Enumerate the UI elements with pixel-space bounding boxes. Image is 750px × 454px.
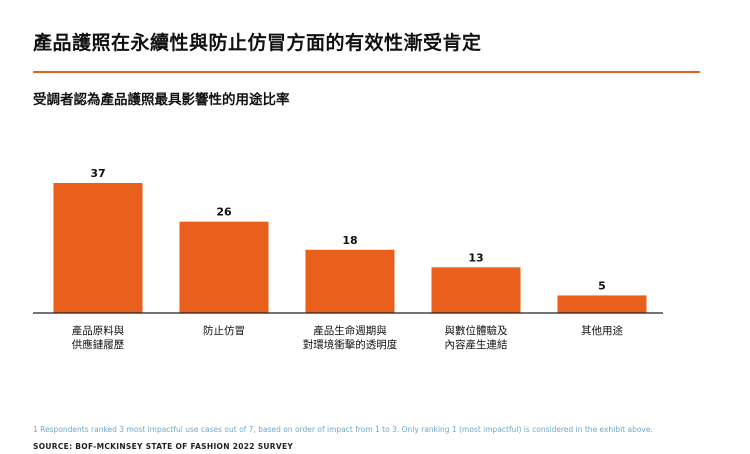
bar bbox=[305, 249, 395, 313]
source-note: SOURCE: BOF-MCKINSEY STATE OF FASHION 20… bbox=[33, 442, 294, 451]
bar-value-label: 13 bbox=[468, 251, 483, 264]
footnote: 1 Respondents ranked 3 most impactful us… bbox=[33, 425, 653, 434]
category-label: 產品原料與 bbox=[72, 324, 125, 337]
category-label: 產品生命週期與 bbox=[313, 324, 387, 337]
bar bbox=[179, 221, 269, 313]
bar bbox=[431, 267, 521, 313]
bar-value-label: 5 bbox=[598, 279, 606, 292]
category-label: 防止仿冒 bbox=[203, 324, 245, 337]
category-label: 與數位體驗及 bbox=[445, 324, 508, 337]
page-title: 產品護照在永續性與防止仿冒方面的有效性漸受肯定 bbox=[33, 32, 482, 54]
bar-value-label: 18 bbox=[342, 234, 357, 247]
category-label: 內容產生連結 bbox=[445, 338, 508, 351]
bar bbox=[53, 183, 143, 313]
category-label: 供應鏈履歷 bbox=[72, 338, 125, 351]
title-divider bbox=[33, 71, 700, 73]
category-label: 其他用途 bbox=[581, 324, 623, 337]
chart-subtitle: 受調者認為產品護照最具影響性的用途比率 bbox=[33, 92, 290, 108]
category-label: 對環境衝擊的透明度 bbox=[303, 338, 398, 351]
bar bbox=[557, 295, 647, 313]
bar-value-label: 26 bbox=[216, 206, 232, 219]
bar-value-label: 37 bbox=[90, 167, 105, 180]
